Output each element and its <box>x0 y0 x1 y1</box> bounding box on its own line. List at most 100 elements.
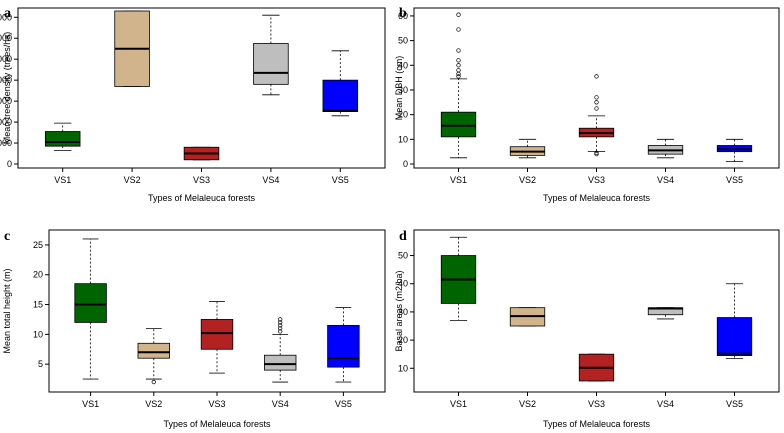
panel-d: 10 20 30 40 50 VS1 VS2 VS3 VS4 VS5 Types of Melale… <box>394 229 780 429</box>
y-tick-label: 40 <box>398 279 408 289</box>
category-label: VS4 <box>272 399 289 409</box>
category-label: VS4 <box>657 399 674 409</box>
box-iqr <box>253 43 289 85</box>
y-tick-label: 30 <box>398 85 408 95</box>
box-iqr <box>327 325 360 368</box>
outlier-point <box>278 326 283 331</box>
y-axis-title: Mean DBH (cm) <box>394 56 404 121</box>
y-tick-label: 50 <box>398 36 408 46</box>
box-vs3 <box>183 146 220 161</box>
box-vs4 <box>263 317 297 383</box>
y-tick-label: 40 <box>398 60 408 70</box>
y-tick-label: 10 <box>398 363 408 373</box>
panel-label: c <box>4 229 10 244</box>
outlier-point <box>278 329 283 334</box>
box-vs2 <box>509 307 546 327</box>
box-iqr <box>322 79 359 113</box>
y-tick-label: 2000 <box>0 138 12 148</box>
category-label: VS3 <box>208 399 225 409</box>
y-tick-label: 0 <box>403 159 408 169</box>
outlier-point <box>278 323 283 328</box>
box-vs2 <box>114 10 150 87</box>
box-vs4 <box>647 138 684 159</box>
box-vs2 <box>137 327 171 385</box>
outlier-point <box>456 58 461 63</box>
category-label: VS2 <box>519 175 536 185</box>
y-tick-label: 25 <box>33 240 43 250</box>
category-label: VS5 <box>332 175 349 185</box>
y-tick-label: 12000 <box>0 33 12 43</box>
category-label: VS1 <box>450 175 467 185</box>
outlier-point <box>278 317 283 322</box>
plot-frame <box>413 7 780 169</box>
outlier-point <box>456 74 461 79</box>
y-tick-label: 20 <box>398 335 408 345</box>
outlier-point <box>151 379 156 385</box>
category-label: VS2 <box>124 175 141 185</box>
panel-b: 0 10 20 30 40 50 60 VS1 VS2 VS3 VS4 VS5 Types of Mel… <box>394 6 780 203</box>
y-tick-label: 10000 <box>0 54 12 64</box>
category-label: VS5 <box>335 399 352 409</box>
box-iqr <box>200 319 234 350</box>
y-tick-label: 10 <box>33 329 43 339</box>
outlier-point <box>456 27 461 32</box>
category-label: VS5 <box>726 399 743 409</box>
x-axis-title: Types of Melaleuca forests <box>163 419 271 429</box>
box-vs3 <box>200 301 234 374</box>
category-label: VS2 <box>145 399 162 409</box>
y-tick-label: 0 <box>7 159 12 169</box>
box-vs5 <box>322 50 359 117</box>
x-axis-title: Types of Melaleuca forests <box>543 419 651 429</box>
category-label: VS3 <box>588 399 605 409</box>
box-iqr <box>74 283 107 323</box>
box-iqr <box>137 342 171 359</box>
box-vs4 <box>647 307 684 320</box>
outlier-point <box>278 320 283 325</box>
y-tick-label: 20 <box>398 110 408 120</box>
panel-c: 5 10 15 20 25 VS1 VS2 VS3 VS4 VS5 Types of Melaleu… <box>2 229 386 429</box>
y-axis-title: Mean tree density (trees/ha) <box>2 32 12 145</box>
box-vs1 <box>74 238 107 380</box>
box-vs5 <box>327 307 360 383</box>
y-tick-label: 50 <box>398 251 408 261</box>
outlier-point <box>456 48 461 53</box>
box-vs4 <box>253 14 289 96</box>
box-vs3 <box>578 74 615 157</box>
box-iqr <box>44 131 81 147</box>
y-tick-label: 60 <box>398 11 408 21</box>
y-tick-label: 14000 <box>0 12 12 22</box>
box-vs5 <box>716 138 753 162</box>
outlier-point <box>594 151 599 157</box>
category-label: VS1 <box>82 399 99 409</box>
y-tick-label: 4000 <box>0 117 12 127</box>
category-label: VS4 <box>262 175 279 185</box>
x-axis-title: Types of Melaleuca forests <box>543 193 651 203</box>
y-tick-label: 8000 <box>0 75 12 85</box>
panel-label: b <box>399 6 407 21</box>
box-iqr <box>440 111 477 138</box>
x-axis-title: Types of Melaleuca forests <box>148 193 256 203</box>
box-vs2 <box>509 138 546 159</box>
box-vs1 <box>440 236 477 321</box>
panel-label: d <box>399 229 407 244</box>
outlier-point <box>456 63 461 68</box>
category-label: VS2 <box>519 399 536 409</box>
category-label: VS1 <box>54 175 71 185</box>
outlier-point <box>456 71 461 77</box>
y-tick-label: 30 <box>398 307 408 317</box>
category-label: VS5 <box>726 175 743 185</box>
y-axis-title: Basal areas (m2/ha) <box>394 270 404 351</box>
category-label: VS3 <box>588 175 605 185</box>
box-iqr <box>716 317 753 356</box>
box-vs1 <box>440 12 477 159</box>
outlier-point <box>594 106 599 111</box>
panel-label: a <box>4 6 11 21</box>
outlier-point <box>594 95 599 100</box>
y-tick-label: 15 <box>33 300 43 310</box>
category-label: VS3 <box>193 175 210 185</box>
category-label: VS4 <box>657 175 674 185</box>
y-tick-label: 10 <box>398 134 408 144</box>
y-axis-title: Mean total height (m) <box>2 268 12 353</box>
box-iqr <box>263 354 297 371</box>
